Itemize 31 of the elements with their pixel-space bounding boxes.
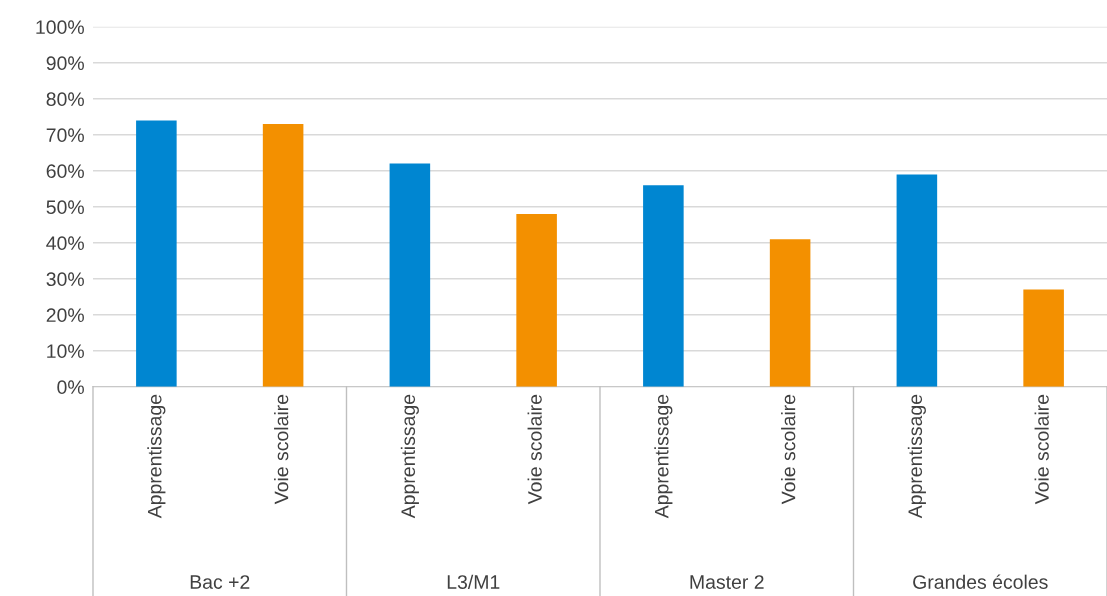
x-tick-label: Apprentissage	[654, 394, 673, 519]
text: Master 2	[690, 575, 764, 589]
y-tick-label: 30%	[46, 272, 84, 287]
y-tick-label: 70%	[46, 128, 84, 143]
text: Grandes écoles	[913, 574, 1048, 589]
y-tick-label: 60%	[46, 164, 84, 179]
bar	[896, 174, 938, 387]
x-tick-label: Apprentissage	[400, 394, 419, 519]
bar	[389, 163, 431, 387]
x-tick-label: Voie scolaire	[274, 394, 289, 505]
y-tick-label: 90%	[46, 56, 84, 71]
y-tick-label: 80%	[46, 92, 84, 107]
y-tick-label: 0%	[57, 380, 84, 395]
x-tick-label: Voie scolaire	[527, 394, 542, 505]
y-tick-label: 20%	[46, 308, 84, 323]
bar	[1023, 289, 1064, 387]
x-tick-label: Voie scolaire	[1034, 394, 1049, 505]
bar	[262, 124, 304, 387]
x-tick-label: Apprentissage	[907, 394, 926, 519]
y-tick-label: 50%	[46, 200, 84, 215]
text: Bac +2	[190, 575, 250, 589]
y-tick-label: 10%	[47, 344, 84, 359]
bar	[136, 120, 177, 387]
bar	[769, 239, 811, 387]
bar	[516, 214, 557, 387]
bar	[643, 185, 684, 387]
y-tick-label: 100%	[36, 20, 84, 35]
x-tick-label: Voie scolaire	[781, 394, 796, 505]
y-tick-label: 40%	[46, 236, 84, 251]
text: L3/M1	[447, 574, 500, 589]
x-tick-label: Apprentissage	[147, 394, 166, 519]
